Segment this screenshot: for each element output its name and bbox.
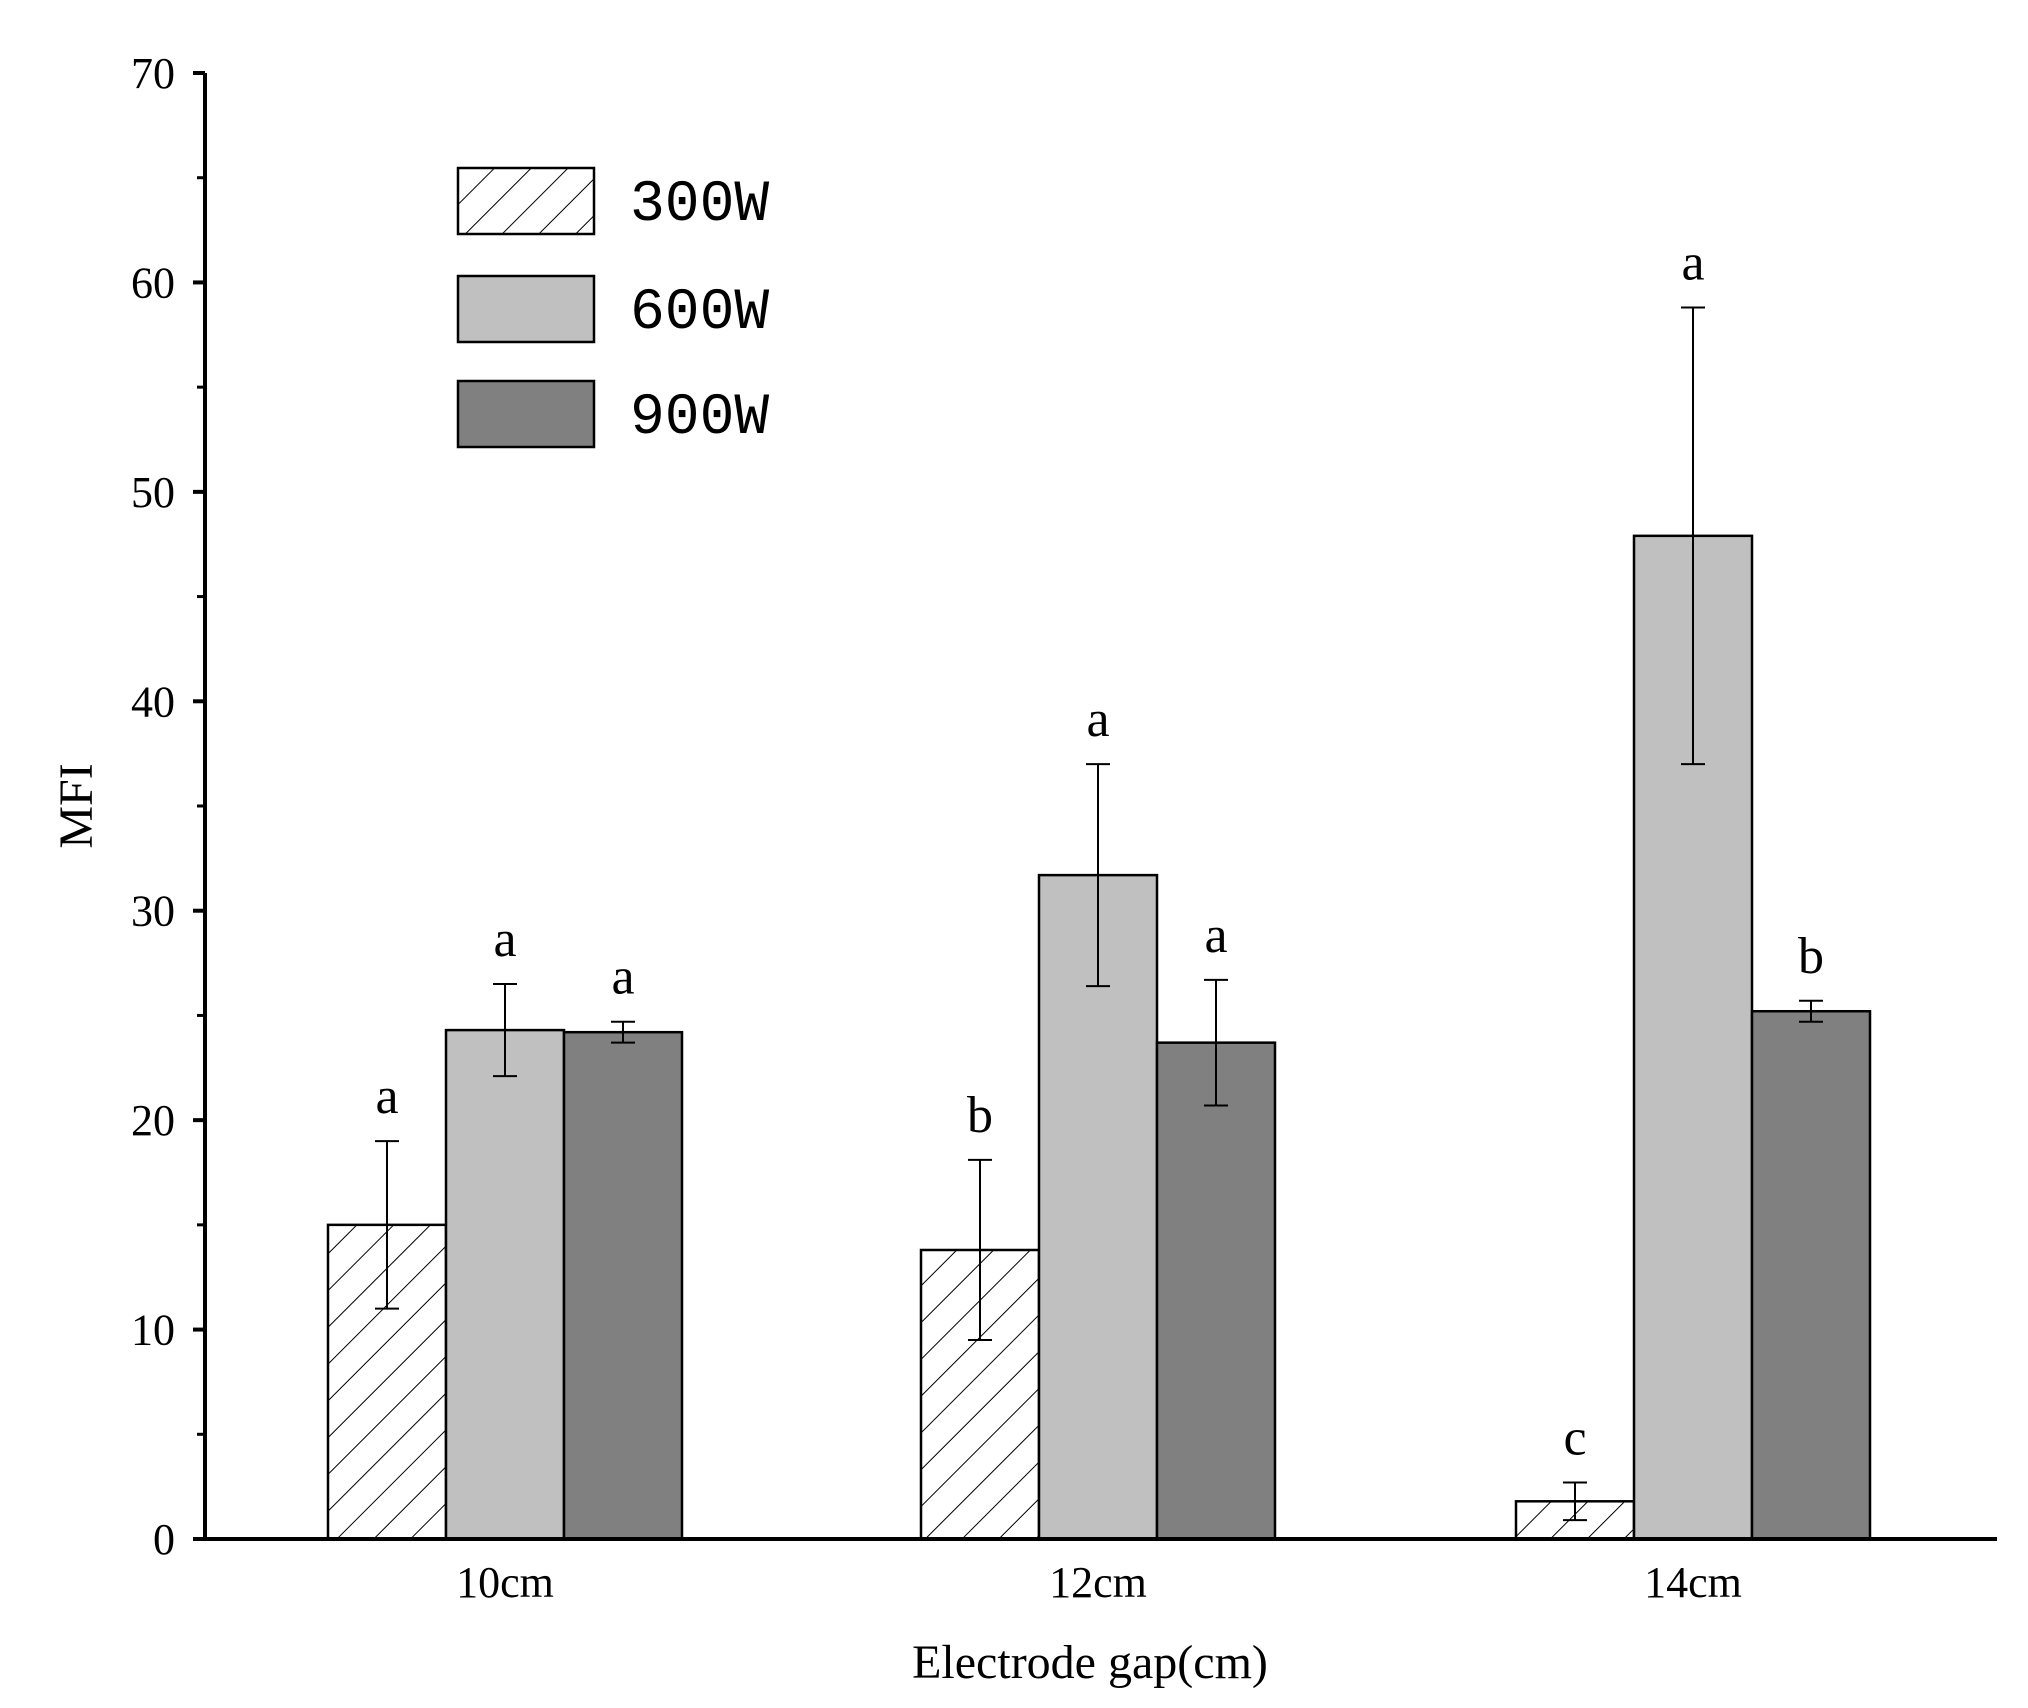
error-bar: [1204, 978, 1228, 1107]
bar-600W-10cm: [444, 1028, 566, 1541]
significance-label: a: [1204, 907, 1227, 964]
bar-900W-12cm: [1155, 1041, 1277, 1541]
legend: 300W 600W 900W: [456, 166, 769, 451]
legend-label: 900W: [630, 386, 769, 451]
legend-swatch: [456, 274, 596, 344]
legend-item-600W: 600W: [456, 274, 769, 346]
error-bar: [375, 1140, 399, 1310]
error-bar: [611, 1020, 635, 1044]
x-axis-title: Electrode gap(cm): [912, 1636, 1268, 1689]
significance-label: b: [967, 1087, 993, 1144]
y-tick-label: 70: [131, 49, 175, 98]
error-bar: [968, 1158, 992, 1342]
significance-label: a: [611, 949, 634, 1006]
significance-label: c: [1563, 1409, 1586, 1466]
error-bar: [1563, 1481, 1587, 1522]
x-tick-label: 12cm: [1049, 1558, 1147, 1607]
significance-label: a: [493, 911, 516, 968]
y-tick-label: 10: [131, 1306, 175, 1355]
bars-group: [326, 534, 1872, 1541]
x-tick-label: 10cm: [456, 1558, 554, 1607]
legend-swatch: [456, 166, 596, 236]
y-axis-title: MFI: [50, 763, 103, 848]
error-bars-group: [375, 306, 1823, 1522]
bar-900W-14cm: [1750, 1009, 1872, 1541]
y-tick-label: 50: [131, 468, 175, 517]
legend-item-900W: 900W: [456, 379, 769, 451]
significance-label: a: [1681, 235, 1704, 292]
legend-swatch: [456, 379, 596, 449]
error-bar: [1681, 306, 1705, 766]
legend-item-300W: 300W: [456, 166, 769, 238]
y-ticks-group: 0 10 20 30 40 50 60 70: [131, 49, 205, 1564]
legend-label: 600W: [630, 281, 769, 346]
significance-label: b: [1798, 928, 1824, 985]
y-tick-label: 40: [131, 677, 175, 726]
error-bar: [493, 983, 517, 1078]
legend-label: 300W: [630, 173, 769, 238]
significance-label: a: [1086, 691, 1109, 748]
bar-900W-10cm: [562, 1030, 684, 1541]
y-tick-label: 20: [131, 1096, 175, 1145]
significance-label: a: [375, 1068, 398, 1125]
x-ticks-group: 10cm 12cm 14cm: [456, 1558, 1742, 1607]
error-bar: [1086, 763, 1110, 988]
y-tick-label: 0: [153, 1515, 175, 1564]
error-bar: [1799, 999, 1823, 1023]
y-tick-label: 60: [131, 258, 175, 307]
significance-labels-group: a b c a a a a a b: [375, 235, 1824, 1467]
x-tick-label: 14cm: [1644, 1558, 1742, 1607]
y-tick-label: 30: [131, 887, 175, 936]
